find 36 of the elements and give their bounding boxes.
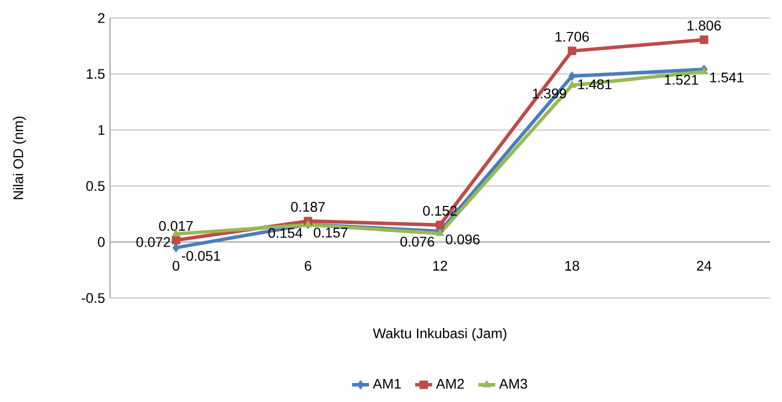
x-tick-label: 18 [565,260,580,271]
data-label: 1.521 [664,74,698,85]
data-label: 1.706 [556,32,589,42]
y-tick-label: -0.5 [82,293,105,303]
data-label: 0.072 [136,237,170,248]
legend-label: AM3 [499,378,528,389]
point [568,80,576,88]
x-tick-label: 6 [304,260,312,271]
data-label: 1.481 [578,79,612,90]
legend-label: AM2 [436,378,464,389]
x-tick-label: 12 [433,260,448,271]
y-tick-label: 2 [98,13,104,23]
point [700,35,708,44]
point [568,46,576,56]
y-tick-label: 0.5 [86,181,105,191]
data-label: 0.096 [446,234,480,244]
point [172,236,180,244]
x-tick-label: 0 [172,260,180,271]
data-label: -0.051 [182,250,220,261]
y-tick-label: 1.5 [86,69,105,79]
y-axis-title: Nilai OD (nm) [12,116,26,200]
y-tick-label: 1 [98,125,104,135]
data-label: 0.187 [291,202,325,212]
legend-label: AM1 [372,378,401,389]
x-axis-title: Waktu Inkubasi (Jam) [372,328,506,342]
data-label: 1.541 [710,72,744,82]
x-tick-label: 24 [696,260,712,271]
point [436,220,444,230]
data-label: 0.017 [159,220,193,231]
data-label: 1.806 [688,20,721,30]
point [172,242,180,252]
data-label: 0.157 [314,228,348,238]
y-tick-label: 0 [98,237,105,247]
point [568,71,576,81]
data-label: 0.154 [268,228,302,238]
data-label: 0.076 [400,236,434,247]
